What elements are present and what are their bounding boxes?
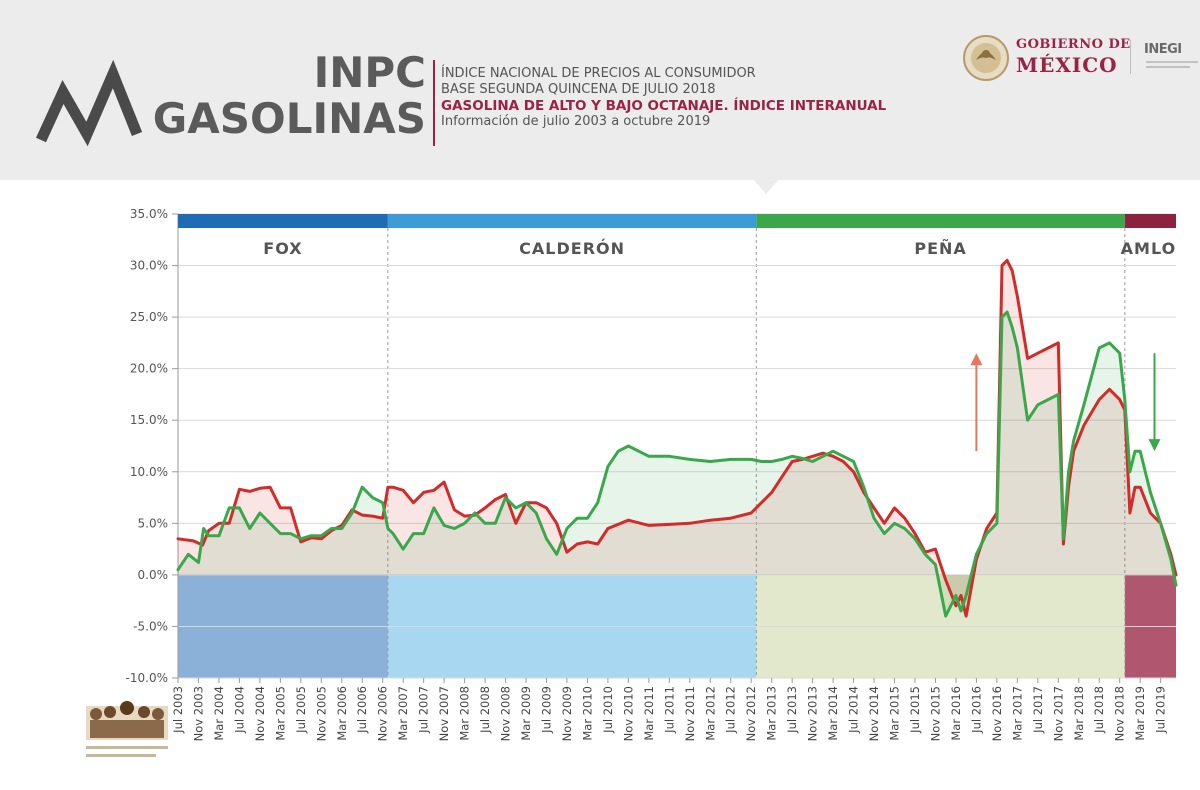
xtick-label-34: Nov 2014 xyxy=(867,686,881,741)
xtick-label-7: Nov 2005 xyxy=(314,686,328,741)
xtick-label-33: Jul 2014 xyxy=(847,686,861,734)
ytick-label-6: 5.0% xyxy=(138,516,169,530)
x-axis-ticks: Jul 2003 Nov 2003 Mar 2004 Jul 2004 Nov 2004… xyxy=(171,678,1168,741)
xtick-label-13: Nov 2007 xyxy=(437,686,451,741)
ytick-label-8: -5.0% xyxy=(133,619,168,633)
period-bar-0 xyxy=(178,214,388,228)
gob-line-1: GOBIERNO DE xyxy=(1016,37,1131,52)
ytick-label-7: 0.0% xyxy=(138,568,169,582)
inpc-logo-icon xyxy=(36,59,143,147)
ytick-label-0: 35.0% xyxy=(130,207,168,221)
mexico-coat-of-arms-icon xyxy=(963,35,1009,81)
header-band: INPC GASOLINAS ÍNDICE NACIONAL DE PRECIO… xyxy=(0,0,1200,180)
xtick-label-12: Jul 2007 xyxy=(417,686,431,734)
xtick-label-37: Nov 2015 xyxy=(928,686,942,741)
ytick-label-3: 20.0% xyxy=(130,362,168,376)
period-headers: FOX CALDERÓN PEÑA AMLO xyxy=(178,214,1176,258)
xtick-label-29: Mar 2013 xyxy=(765,686,779,741)
ytick-label-2: 25.0% xyxy=(130,310,168,324)
xtick-label-9: Jul 2006 xyxy=(355,686,369,734)
title-gasolinas: GASOLINAS xyxy=(152,94,426,143)
series-areas xyxy=(178,260,1176,617)
title-inpc: INPC xyxy=(313,48,426,97)
xtick-label-42: Jul 2017 xyxy=(1031,686,1045,734)
xtick-label-25: Nov 2011 xyxy=(683,686,697,741)
inpc-gasoline-chart: FOX CALDERÓN PEÑA AMLO 35.0% 30.0% 25.0% 20.0%… xyxy=(126,207,1178,741)
xtick-label-6: Jul 2005 xyxy=(294,686,308,734)
xtick-label-38: Mar 2016 xyxy=(949,686,963,741)
series-line-0 xyxy=(176,258,1178,618)
xtick-label-45: Jul 2018 xyxy=(1092,686,1106,734)
xtick-label-30: Jul 2013 xyxy=(785,686,799,734)
series-line-1 xyxy=(176,310,1178,618)
xtick-label-2: Mar 2004 xyxy=(212,686,226,741)
title-block: INPC GASOLINAS xyxy=(148,52,426,140)
gobierno-de-mexico-wordmark: GOBIERNO DE MÉXICO xyxy=(1016,38,1131,75)
subtitle-block: ÍNDICE NACIONAL DE PRECIOS AL CONSUMIDOR… xyxy=(441,66,886,130)
xtick-label-35: Mar 2015 xyxy=(888,686,902,741)
ytick-label-4: 15.0% xyxy=(130,413,168,427)
xtick-label-46: Nov 2018 xyxy=(1113,686,1127,741)
logo-divider xyxy=(1130,40,1131,74)
xtick-label-48: Jul 2019 xyxy=(1154,686,1168,734)
xtick-label-28: Nov 2012 xyxy=(744,686,758,741)
xtick-label-26: Mar 2012 xyxy=(703,686,717,741)
xtick-label-0: Jul 2003 xyxy=(171,686,185,734)
xtick-label-27: Jul 2012 xyxy=(724,686,738,734)
annotations xyxy=(970,353,1161,452)
period-bar-1 xyxy=(387,214,757,228)
xtick-label-15: Jul 2008 xyxy=(478,686,492,734)
xtick-label-23: Mar 2011 xyxy=(642,686,656,741)
xtick-label-20: Mar 2010 xyxy=(580,686,594,741)
period-label-0: FOX xyxy=(263,239,302,258)
xtick-label-32: Mar 2014 xyxy=(826,686,840,741)
inegi-subtext-icon xyxy=(1146,61,1198,68)
period-label-2: PEÑA xyxy=(914,239,966,258)
xtick-label-43: Nov 2017 xyxy=(1051,686,1065,741)
period-bar-3 xyxy=(1124,214,1176,228)
xtick-label-17: Mar 2009 xyxy=(519,686,533,741)
xtick-label-14: Mar 2008 xyxy=(458,686,472,741)
xtick-label-21: Jul 2010 xyxy=(601,686,615,734)
xtick-label-3: Jul 2004 xyxy=(232,686,246,734)
xtick-label-4: Nov 2004 xyxy=(253,686,267,741)
xtick-label-36: Jul 2015 xyxy=(908,686,922,734)
xtick-label-24: Jul 2011 xyxy=(662,686,676,734)
xtick-label-41: Mar 2017 xyxy=(1010,686,1024,741)
subtitle-line-1: ÍNDICE NACIONAL DE PRECIOS AL CONSUMIDOR xyxy=(441,66,756,81)
subtitle-line-4: Información de julio 2003 a octubre 2019 xyxy=(441,114,711,129)
ytick-label-5: 10.0% xyxy=(130,465,168,479)
xtick-label-47: Mar 2019 xyxy=(1133,686,1147,741)
gob-line-2: MÉXICO xyxy=(1016,53,1118,77)
xtick-label-22: Nov 2010 xyxy=(621,686,635,741)
historical-figures-logo-icon xyxy=(86,701,168,757)
xtick-label-5: Mar 2005 xyxy=(273,686,287,741)
xtick-label-39: Jul 2016 xyxy=(969,686,983,734)
xtick-label-8: Mar 2006 xyxy=(335,686,349,741)
y-axis-ticks: 35.0% 30.0% 25.0% 20.0% 15.0% 10.0% 5.0% 0.0% -5… xyxy=(126,207,178,685)
series-area-1 xyxy=(178,312,1176,617)
xtick-label-19: Nov 2009 xyxy=(560,686,574,741)
inegi-logo: INEGI xyxy=(1144,42,1182,57)
header-notch xyxy=(752,178,780,194)
period-label-3: AMLO xyxy=(1121,239,1177,258)
ytick-label-9: -10.0% xyxy=(126,671,168,685)
xtick-label-44: Mar 2018 xyxy=(1072,686,1086,741)
xtick-label-1: Nov 2003 xyxy=(191,686,205,741)
period-label-1: CALDERÓN xyxy=(519,239,625,258)
xtick-label-10: Nov 2006 xyxy=(376,686,390,741)
xtick-label-16: Nov 2008 xyxy=(499,686,513,741)
xtick-label-31: Nov 2013 xyxy=(806,686,820,741)
xtick-label-40: Nov 2016 xyxy=(990,686,1004,741)
series-lines xyxy=(176,258,1178,618)
subtitle-line-2: BASE SEGUNDA QUINCENA DE JULIO 2018 xyxy=(441,82,716,97)
title-divider xyxy=(433,60,435,146)
xtick-label-18: Jul 2009 xyxy=(539,686,553,734)
period-bar-2 xyxy=(756,214,1125,228)
arrow-down-icon xyxy=(1148,439,1161,452)
arrow-up-icon xyxy=(970,353,983,366)
xtick-label-11: Mar 2007 xyxy=(396,686,410,741)
subtitle-line-3: GASOLINA DE ALTO Y BAJO OCTANAJE. ÍNDICE… xyxy=(441,98,887,114)
ytick-label-1: 30.0% xyxy=(130,259,168,273)
